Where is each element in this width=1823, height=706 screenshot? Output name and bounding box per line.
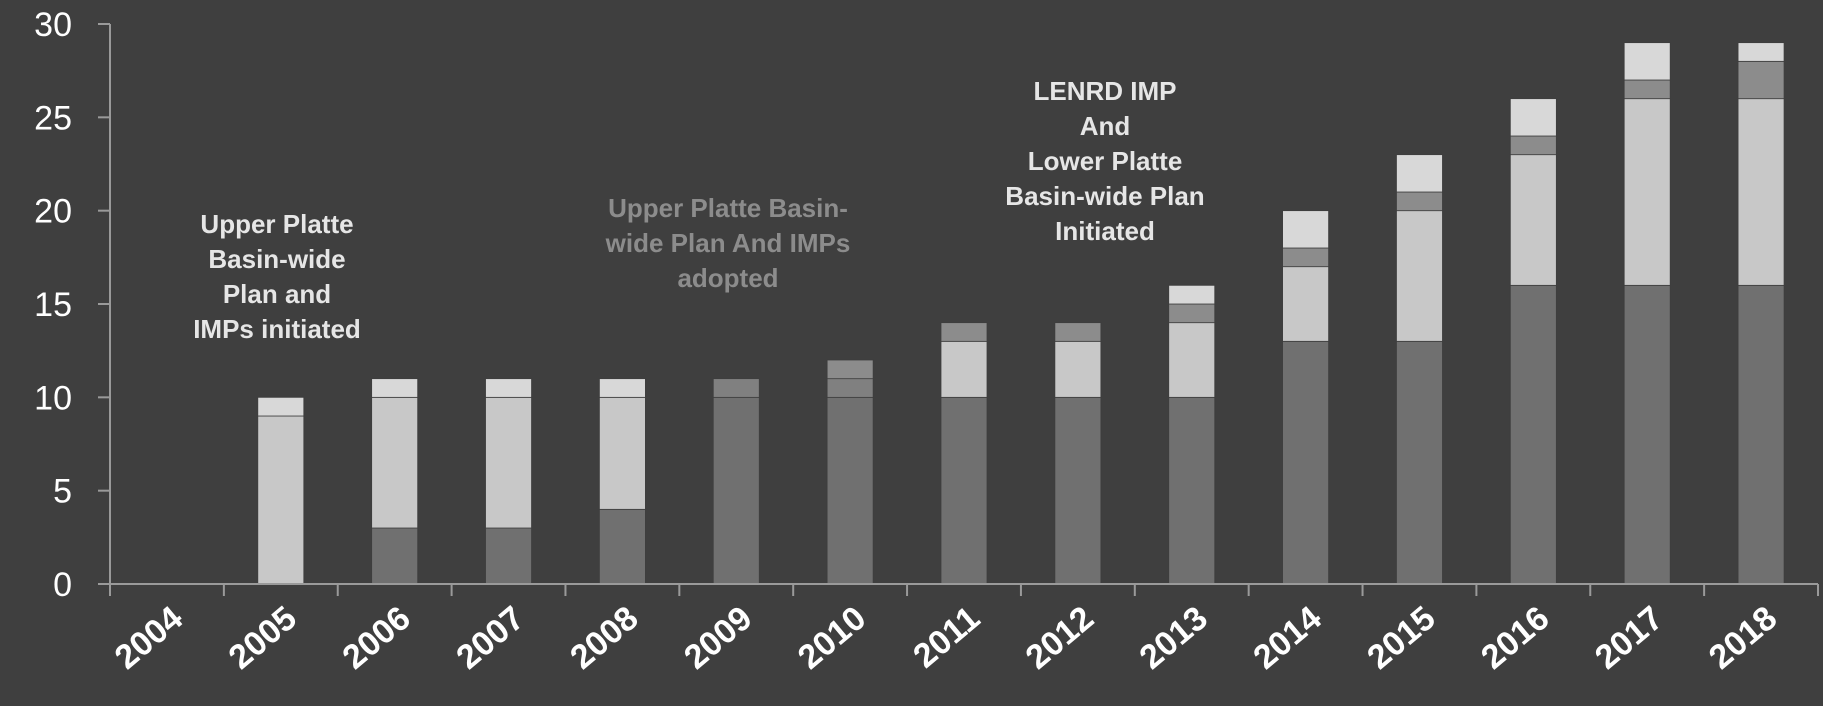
bar-segment-2007-series-5 bbox=[485, 378, 532, 398]
bar-segment-2016-series-4 bbox=[1509, 135, 1557, 156]
bar-segment-2018-series-5 bbox=[1737, 42, 1785, 62]
x-tick-label: 2008 bbox=[563, 599, 645, 677]
y-tick-label: 0 bbox=[53, 566, 72, 604]
bar-segment-2015-series-1 bbox=[1396, 340, 1443, 585]
x-tick-label: 2004 bbox=[108, 599, 190, 677]
bar-segment-2013-series-2 bbox=[1168, 322, 1216, 398]
x-tick-label: 2011 bbox=[906, 599, 987, 676]
annotation-3-line: Initiated bbox=[1055, 216, 1155, 246]
x-tick-label: 2010 bbox=[791, 599, 873, 677]
bar-segment-2015-series-5 bbox=[1396, 154, 1443, 193]
bar-segment-2017-series-5 bbox=[1623, 42, 1671, 81]
y-tick-label: 30 bbox=[34, 6, 72, 44]
bar-segment-2016-series-5 bbox=[1509, 98, 1557, 137]
bar-segment-2018-series-2 bbox=[1737, 98, 1785, 286]
annotation-3-line: And bbox=[1080, 111, 1131, 141]
x-tick-label: 2018 bbox=[1702, 599, 1784, 677]
bar-segment-2014-series-1 bbox=[1282, 340, 1329, 585]
bar-segment-2017-series-2 bbox=[1623, 98, 1671, 286]
bar-segment-2014-series-2 bbox=[1282, 266, 1329, 342]
annotation-2-line: Upper Platte Basin- bbox=[608, 193, 848, 223]
annotation-1-line: IMPs initiated bbox=[193, 314, 361, 344]
annotation-1-line: Basin-wide bbox=[208, 244, 345, 274]
annotation-2-line: adopted bbox=[677, 263, 778, 293]
annotation-1-line: Upper Platte bbox=[200, 209, 353, 239]
bar-segment-2014-series-4 bbox=[1282, 247, 1329, 268]
bar-segment-2009-series-1 bbox=[712, 396, 760, 585]
bar-segment-2007-series-2 bbox=[485, 396, 532, 529]
bar-segment-2016-series-1 bbox=[1509, 284, 1557, 585]
bar-segment-2012-series-1 bbox=[1054, 396, 1102, 585]
annotation-3-line: Basin-wide Plan bbox=[1005, 181, 1204, 211]
x-tick-label: 2016 bbox=[1474, 599, 1556, 677]
x-tick-label: 2013 bbox=[1133, 599, 1215, 677]
bar-segment-2013-series-1 bbox=[1168, 396, 1216, 585]
bar-segment-2008-series-2 bbox=[599, 396, 646, 510]
annotation-1-line: Plan and bbox=[223, 279, 331, 309]
bar-segment-2008-series-1 bbox=[599, 508, 646, 585]
bar-segment-2009-series-3 bbox=[712, 378, 760, 398]
bar-segment-2010-series-1 bbox=[826, 396, 874, 585]
bar-segment-2010-series-4 bbox=[826, 359, 874, 380]
bar-segment-2017-series-4 bbox=[1623, 79, 1671, 100]
bar-segment-2011-series-2 bbox=[940, 340, 988, 398]
x-tick-label: 2007 bbox=[449, 599, 531, 677]
bar-segment-2016-series-2 bbox=[1509, 154, 1557, 286]
y-tick-label: 15 bbox=[34, 286, 72, 324]
bar-segment-2014-series-5 bbox=[1282, 210, 1329, 249]
annotation-3-line: Lower Platte bbox=[1028, 146, 1183, 176]
bar-segment-2013-series-4 bbox=[1168, 303, 1216, 324]
x-tick-label: 2014 bbox=[1246, 599, 1328, 677]
x-tick-label: 2015 bbox=[1360, 599, 1442, 677]
bar-segment-2005-series-2 bbox=[257, 415, 305, 585]
bar-segment-2006-series-1 bbox=[371, 527, 419, 585]
bar-segment-2006-series-2 bbox=[371, 396, 419, 529]
bar-segment-2005-series-5 bbox=[257, 396, 305, 417]
x-tick-label: 2005 bbox=[222, 599, 304, 677]
bar-segment-2015-series-4 bbox=[1396, 191, 1443, 212]
bar-segment-2006-series-5 bbox=[371, 378, 419, 398]
bar-segment-2007-series-1 bbox=[485, 527, 532, 585]
x-tick-label: 2012 bbox=[1019, 599, 1101, 677]
bar-segment-2013-series-5 bbox=[1168, 284, 1216, 305]
bar-segment-2017-series-1 bbox=[1623, 284, 1671, 585]
bar-segment-2018-series-1 bbox=[1737, 284, 1785, 585]
bar-segment-2012-series-2 bbox=[1054, 340, 1102, 398]
y-tick-label: 10 bbox=[34, 379, 72, 417]
bar-segment-2010-series-3 bbox=[826, 378, 874, 398]
y-tick-label: 20 bbox=[34, 193, 72, 231]
bar-segment-2015-series-2 bbox=[1396, 210, 1443, 342]
bar-segment-2008-series-5 bbox=[599, 378, 646, 398]
x-tick-label: 2009 bbox=[677, 599, 759, 677]
bar-segment-2011-series-1 bbox=[940, 396, 988, 585]
x-tick-label: 2006 bbox=[335, 599, 417, 677]
annotation-2-line: wide Plan And IMPs bbox=[605, 228, 851, 258]
bar-segment-2018-series-4 bbox=[1737, 60, 1785, 100]
annotation-3-line: LENRD IMP bbox=[1034, 76, 1177, 106]
y-tick-label: 25 bbox=[34, 99, 72, 137]
bar-segment-2012-series-4 bbox=[1054, 322, 1102, 342]
y-tick-label: 5 bbox=[53, 473, 72, 511]
bar-segment-2011-series-4 bbox=[940, 322, 988, 342]
x-tick-label: 2017 bbox=[1588, 599, 1670, 677]
